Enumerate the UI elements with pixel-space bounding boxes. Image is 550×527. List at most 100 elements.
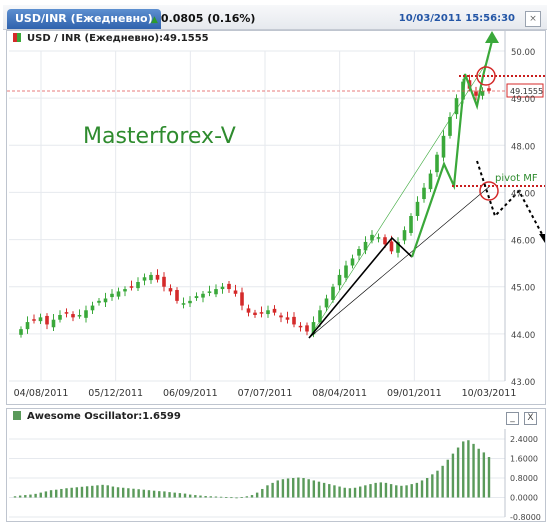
osc-y-tick: 0.0000 xyxy=(510,494,538,503)
osc-bar xyxy=(302,478,305,498)
candle-body xyxy=(448,117,452,136)
candle-body xyxy=(129,286,134,288)
candle-body xyxy=(428,173,433,190)
candle-body xyxy=(298,325,303,328)
osc-y-tick: -0.8000 xyxy=(510,513,541,521)
candle-body xyxy=(110,293,114,298)
osc-bar xyxy=(292,478,295,498)
osc-bar xyxy=(209,496,212,498)
zigzag-black xyxy=(308,236,413,339)
osc-bars xyxy=(13,440,491,499)
price-y-tick: 43.00 xyxy=(511,378,535,388)
osc-bar xyxy=(286,478,290,498)
osc-bar xyxy=(96,485,99,498)
price-y-tick: 46.00 xyxy=(511,237,535,247)
instrument-tab[interactable]: USD/INR (Ежедневно) xyxy=(7,9,161,29)
arrow-down-black-icon xyxy=(539,234,545,243)
candle-body xyxy=(103,298,108,303)
osc-bar xyxy=(328,484,331,498)
osc-bar xyxy=(29,494,32,498)
osc-bar xyxy=(369,484,372,498)
osc-bar xyxy=(384,482,388,498)
price-tag-box xyxy=(506,83,544,98)
osc-bar xyxy=(168,492,171,498)
close-panel-button[interactable]: X xyxy=(524,412,537,425)
candle-body xyxy=(32,319,36,321)
osc-bar xyxy=(281,479,285,498)
candle-body xyxy=(344,265,348,278)
candle-body xyxy=(480,91,485,96)
price-panel: USD / INR (Ежедневно):49.1555 Masterfore… xyxy=(6,30,546,405)
osc-bar xyxy=(317,481,321,498)
osc-bar xyxy=(400,485,403,498)
osc-bar xyxy=(472,443,475,498)
candle-body xyxy=(318,310,322,323)
candle-body xyxy=(305,325,309,332)
candle-body xyxy=(402,230,407,241)
candle-body xyxy=(142,277,147,281)
osc-bar xyxy=(116,487,120,498)
oscillator-panel: Awesome Oscillator:1.6599 _ X 2.4000 1.60… xyxy=(6,408,546,522)
osc-bar xyxy=(147,490,151,498)
osc-bar xyxy=(446,459,449,498)
close-icon[interactable]: × xyxy=(525,11,541,27)
candle-body xyxy=(324,298,329,308)
osc-legend-text: Awesome Oscillator:1.6599 xyxy=(27,411,181,422)
arrow-up-green-icon xyxy=(485,31,499,43)
candle-body xyxy=(149,274,153,281)
osc-bar xyxy=(410,484,413,498)
candle-body xyxy=(370,234,374,241)
osc-bar xyxy=(389,484,393,498)
candle-body xyxy=(175,290,179,301)
osc-bar xyxy=(106,485,109,498)
candle-body xyxy=(71,314,75,318)
osc-bar xyxy=(348,488,352,498)
osc-bar xyxy=(44,491,48,498)
oscillator-chart: 2.4000 1.6000 0.8000 0.0000 -0.8000 xyxy=(9,429,541,521)
osc-bar xyxy=(343,487,346,498)
candle-body xyxy=(194,296,199,299)
osc-bar xyxy=(431,474,434,498)
candle-body xyxy=(240,292,244,306)
price-x-tick: 05/12/2011 xyxy=(88,388,143,399)
minimize-button[interactable]: _ xyxy=(506,412,519,425)
osc-bar xyxy=(204,496,207,498)
osc-bar xyxy=(322,482,326,498)
price-tag: 49.1555 xyxy=(510,87,543,96)
osc-bar xyxy=(173,492,176,498)
osc-bar xyxy=(188,494,192,498)
osc-bar xyxy=(405,485,408,498)
osc-bar xyxy=(266,485,269,498)
osc-bar xyxy=(451,453,455,498)
price-change-value: 0.0805 (0.16%) xyxy=(160,12,256,25)
resistance-circle xyxy=(476,66,496,86)
osc-grid xyxy=(9,429,506,518)
candle-body xyxy=(97,300,101,303)
candle-body xyxy=(266,310,270,315)
osc-bar xyxy=(142,489,146,498)
candle-body xyxy=(116,291,121,297)
candle-body xyxy=(259,312,264,314)
osc-bar xyxy=(199,495,202,498)
candle-body xyxy=(188,300,192,304)
osc-bar xyxy=(178,493,182,498)
osc-bar xyxy=(230,497,233,499)
arrow-up-icon: ▲ xyxy=(151,15,158,25)
osc-swatch-icon xyxy=(13,411,21,420)
trend-line-2 xyxy=(308,64,486,339)
osc-bar xyxy=(39,492,42,498)
trend-line-1 xyxy=(308,185,491,339)
osc-bar xyxy=(18,495,22,498)
osc-bar xyxy=(250,495,254,498)
price-x-tick: 07/07/2011 xyxy=(238,388,293,399)
osc-bar xyxy=(101,484,104,498)
price-x-tick: 04/08/2011 xyxy=(14,388,69,399)
osc-bar xyxy=(132,488,135,498)
osc-bar xyxy=(121,487,125,498)
osc-bar xyxy=(261,488,264,498)
candle-body xyxy=(337,274,342,286)
candle-body xyxy=(155,274,160,280)
osc-bar xyxy=(225,497,228,498)
candle-body xyxy=(253,312,257,315)
